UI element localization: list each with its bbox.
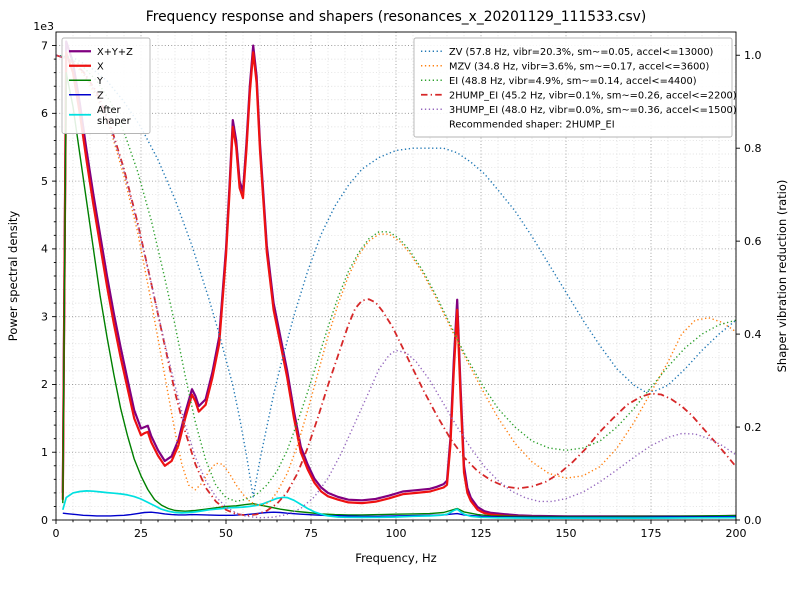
legend-label: After	[97, 105, 121, 116]
legend-psd-box	[61, 37, 151, 134]
tick-marks	[52, 45, 740, 524]
series-3hump_ei	[56, 54, 736, 519]
tick-label: 2	[41, 378, 48, 391]
tick-label: 0.0	[744, 514, 762, 527]
tick-label: 150	[556, 527, 577, 540]
series-after-shaper	[61, 490, 736, 519]
tick-label: 0.6	[744, 235, 762, 248]
series-group	[56, 40, 736, 519]
series-y	[62, 72, 736, 518]
tick-label: 100	[386, 527, 407, 540]
tick-label: 0.4	[744, 328, 762, 341]
tick-label: 125	[471, 527, 492, 540]
legend-label: X+Y+Z	[97, 47, 133, 58]
chart-title: Frequency response and shapers (resonanc…	[146, 9, 646, 25]
tick-label: 25	[134, 527, 148, 540]
legend-label: 2HUMP_EI (45.2 Hz, vibr=0.1%, sm~=0.26, …	[449, 90, 737, 101]
tick-label: 75	[304, 527, 318, 540]
tick-label: 4	[41, 243, 48, 256]
legend-shapers-box	[413, 37, 733, 138]
tick-label: 0.2	[744, 421, 762, 434]
legend-label: X	[97, 61, 104, 72]
legend-label: MZV (34.8 Hz, vibr=3.6%, sm~=0.17, accel…	[449, 61, 709, 72]
series-z	[62, 511, 736, 518]
tick-label: 50	[219, 527, 233, 540]
legend-shapers: ZV (57.8 Hz, vibr=20.3%, sm~=0.05, accel…	[413, 37, 737, 138]
tick-label: 5	[41, 175, 48, 188]
series-zv	[56, 54, 736, 498]
tick-label: 7	[41, 39, 48, 52]
legend-footer-recommended-shaper: Recommended shaper: 2HUMP_EI	[449, 119, 615, 130]
y-axis-offset-label: 1e3	[33, 20, 54, 33]
legend-label: 3HUMP_EI (48.0 Hz, vibr=0.0%, sm~=0.36, …	[449, 105, 737, 116]
tick-label: 0	[53, 527, 60, 540]
legend-label: ZV (57.8 Hz, vibr=20.3%, sm~=0.05, accel…	[449, 47, 713, 58]
legend-label: EI (48.8 Hz, vibr=4.9%, sm~=0.14, accel<…	[449, 76, 697, 87]
tick-labels: 0 25 50 75 100 125 150 175 200 0 1 2 3 4 5 6 7 0.0 0.2 0.4 0…	[41, 39, 762, 540]
tick-label: 6	[41, 107, 48, 120]
legend-label: Y	[96, 76, 103, 87]
tick-label: 175	[641, 527, 662, 540]
series-x	[61, 51, 736, 519]
series-ei	[56, 54, 736, 503]
x-axis-label: Frequency, Hz	[355, 551, 436, 565]
series-mzv	[56, 54, 736, 506]
y-axis-left-label: Power spectral density	[6, 211, 20, 342]
tick-label: 1.0	[744, 49, 762, 62]
tick-label: 200	[726, 527, 747, 540]
series-2hump_ei	[56, 54, 736, 517]
tick-label: 3	[41, 310, 48, 323]
tick-label: 0.8	[744, 142, 762, 155]
legend-label: Z	[97, 90, 104, 101]
tick-label: 1	[41, 446, 48, 459]
y-axis-right-label: Shaper vibration reduction (ratio)	[775, 180, 789, 373]
legend-label: shaper	[97, 116, 132, 127]
tick-label: 0	[41, 514, 48, 527]
